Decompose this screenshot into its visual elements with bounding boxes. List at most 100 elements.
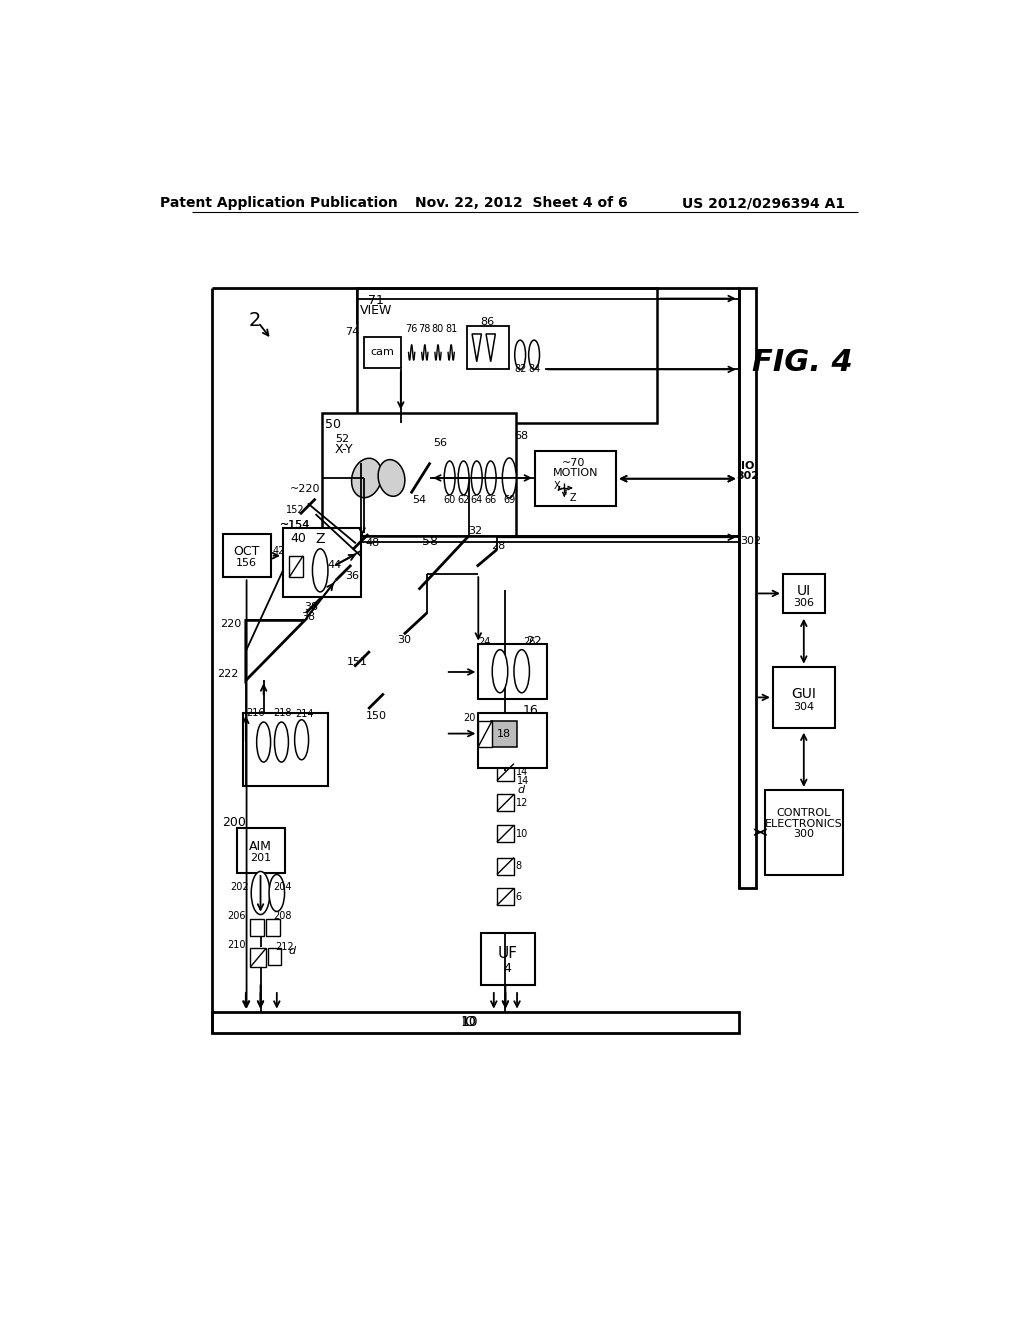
Text: Patent Application Publication: Patent Application Publication — [160, 197, 398, 210]
Text: 212: 212 — [275, 942, 294, 952]
Text: 50: 50 — [325, 417, 341, 430]
Text: 69: 69 — [503, 495, 515, 504]
Ellipse shape — [514, 649, 529, 693]
Bar — [266, 919, 280, 936]
Text: 86: 86 — [480, 317, 495, 327]
Text: ~154: ~154 — [280, 520, 310, 529]
Text: 152: 152 — [286, 506, 305, 515]
Ellipse shape — [295, 719, 308, 760]
Ellipse shape — [503, 458, 516, 498]
Text: ~154: ~154 — [280, 520, 310, 529]
Bar — [222, 535, 270, 577]
Ellipse shape — [485, 461, 496, 495]
Bar — [480, 933, 535, 985]
Bar — [478, 721, 493, 747]
Text: 38: 38 — [304, 602, 318, 612]
Text: FIG. 4: FIG. 4 — [752, 348, 853, 378]
Text: 74: 74 — [345, 327, 359, 338]
Ellipse shape — [444, 461, 455, 495]
Text: ~220: ~220 — [290, 484, 319, 495]
Ellipse shape — [378, 459, 404, 496]
Ellipse shape — [458, 461, 469, 495]
Text: 300: 300 — [794, 829, 814, 840]
Text: 14: 14 — [517, 776, 529, 785]
Text: 58: 58 — [422, 536, 438, 548]
Text: VIEW: VIEW — [359, 305, 392, 317]
Bar — [251, 919, 264, 936]
Text: 52: 52 — [335, 434, 349, 445]
Text: UF: UF — [498, 946, 518, 961]
Text: 302: 302 — [736, 471, 760, 480]
Text: UI: UI — [797, 585, 811, 598]
Text: cam: cam — [371, 347, 394, 358]
Ellipse shape — [351, 458, 382, 498]
Text: 40: 40 — [291, 532, 306, 545]
Bar — [535, 451, 616, 507]
Text: 24: 24 — [478, 638, 490, 647]
Bar — [289, 556, 303, 577]
Text: 28: 28 — [492, 541, 506, 550]
Text: IO: IO — [741, 462, 755, 471]
Text: 222: 222 — [217, 669, 239, 680]
Ellipse shape — [471, 461, 482, 495]
Text: 206: 206 — [227, 911, 246, 921]
Text: 8: 8 — [515, 861, 521, 871]
Text: 38: 38 — [301, 611, 314, 622]
Text: 48: 48 — [366, 539, 380, 548]
Ellipse shape — [257, 722, 270, 762]
Bar — [478, 644, 547, 700]
Text: 151: 151 — [347, 657, 368, 667]
Text: 150: 150 — [366, 711, 386, 721]
Text: 30: 30 — [397, 635, 411, 644]
Bar — [283, 528, 360, 597]
Text: 60: 60 — [443, 495, 456, 504]
Text: 80: 80 — [432, 325, 444, 334]
Bar — [322, 412, 515, 536]
Text: ~70: ~70 — [562, 458, 586, 467]
Bar — [497, 795, 514, 812]
Text: 10: 10 — [460, 1015, 478, 1030]
Bar — [237, 829, 285, 873]
Text: 64: 64 — [471, 495, 483, 504]
Ellipse shape — [312, 549, 328, 591]
Ellipse shape — [269, 874, 285, 911]
Bar — [773, 667, 835, 729]
Text: 82: 82 — [514, 364, 526, 375]
Text: 202: 202 — [230, 882, 249, 892]
Bar — [497, 825, 514, 842]
Text: 20: 20 — [463, 713, 475, 723]
Text: 204: 204 — [273, 882, 292, 892]
Text: 302: 302 — [740, 536, 762, 546]
Ellipse shape — [493, 649, 508, 693]
Text: 18: 18 — [497, 729, 511, 739]
Text: 306: 306 — [794, 598, 814, 607]
Text: 216: 216 — [246, 708, 264, 718]
Text: 4: 4 — [504, 962, 512, 975]
Ellipse shape — [515, 341, 525, 370]
Text: Nov. 22, 2012  Sheet 4 of 6: Nov. 22, 2012 Sheet 4 of 6 — [416, 197, 628, 210]
Bar — [251, 948, 266, 966]
Text: 44: 44 — [327, 560, 341, 570]
Bar — [765, 789, 843, 875]
Bar — [212, 1011, 738, 1034]
Text: 156: 156 — [237, 557, 257, 568]
Ellipse shape — [528, 341, 540, 370]
Text: 42: 42 — [272, 546, 285, 556]
Text: 12: 12 — [515, 797, 528, 808]
Text: IO: IO — [462, 1015, 476, 1030]
Text: MOTION: MOTION — [552, 467, 598, 478]
Text: 16: 16 — [523, 704, 539, 717]
Text: Z: Z — [315, 532, 325, 545]
Text: 76: 76 — [406, 325, 418, 334]
Text: 66: 66 — [484, 495, 497, 504]
Text: Y: Y — [562, 487, 568, 496]
Bar — [356, 288, 657, 422]
Ellipse shape — [274, 722, 289, 762]
Text: 26: 26 — [523, 638, 536, 647]
Text: 304: 304 — [794, 702, 814, 711]
Text: GUI: GUI — [792, 686, 816, 701]
Text: 14: 14 — [515, 767, 527, 777]
Text: 208: 208 — [273, 911, 292, 921]
Bar — [490, 721, 517, 747]
Text: 54: 54 — [413, 495, 426, 504]
